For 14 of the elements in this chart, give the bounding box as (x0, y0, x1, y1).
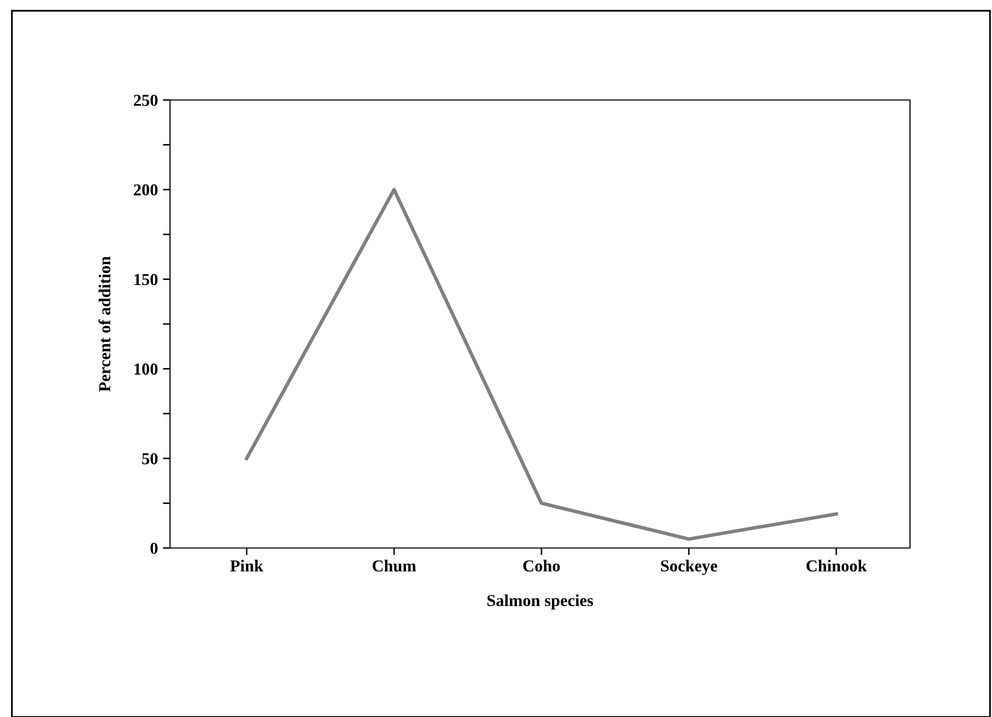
line-series (244, 188, 838, 541)
y-tick-label: 250 (134, 94, 158, 106)
y-axis-title: Percent of addition (98, 256, 110, 392)
y-tick-label: 0 (150, 542, 158, 554)
x-tick-label: Chinook (806, 560, 867, 572)
y-tick-label: 50 (142, 453, 158, 464)
y-tick-label: 150 (134, 274, 158, 286)
x-axis-title: Salmon species (487, 594, 594, 610)
y-tick-label: 100 (134, 364, 158, 375)
x-tick-label: Chum (372, 560, 416, 572)
x-tick-label: Pink (230, 560, 264, 572)
x-tick-label: Sockeye (661, 560, 718, 575)
x-tick-label: Coho (523, 560, 560, 572)
y-tick-label: 200 (134, 184, 158, 196)
